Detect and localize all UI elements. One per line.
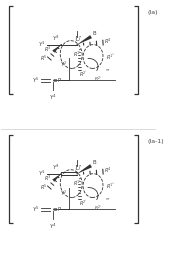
Text: $Y^2$: $Y^2$ — [60, 59, 67, 69]
Polygon shape — [77, 164, 92, 174]
Polygon shape — [52, 174, 61, 182]
Text: $R^{2'}$: $R^{2'}$ — [79, 198, 87, 208]
Text: $R^5$: $R^5$ — [40, 54, 47, 63]
Text: $R^3$: $R^3$ — [44, 45, 51, 54]
Text: $R^{1''}$: $R^{1''}$ — [106, 53, 115, 62]
Text: $R^{1''}$: $R^{1''}$ — [106, 182, 115, 191]
Text: $_{m}$-: $_{m}$- — [105, 67, 111, 74]
Text: $R^{2'}$: $R^{2'}$ — [79, 69, 87, 79]
Text: B: B — [92, 31, 96, 36]
Text: $R^4$: $R^4$ — [104, 37, 112, 46]
Text: U: U — [74, 164, 80, 172]
Text: $Y^1$: $Y^1$ — [37, 40, 45, 49]
Text: B: B — [92, 160, 96, 165]
Text: $Y^2$: $Y^2$ — [60, 189, 67, 198]
Text: $R^{2''}$: $R^{2''}$ — [94, 74, 103, 84]
Text: $Y^5$: $Y^5$ — [32, 205, 39, 214]
Text: $R^3$: $R^3$ — [44, 174, 51, 183]
Text: $Y^5$: $Y^5$ — [32, 76, 39, 85]
Text: $Y^4$: $Y^4$ — [49, 92, 57, 102]
Polygon shape — [52, 44, 61, 53]
Text: $Y^3$: $Y^3$ — [52, 33, 60, 43]
Text: $R^5$: $R^5$ — [40, 183, 47, 192]
Polygon shape — [77, 35, 92, 45]
Text: $\equiv$P: $\equiv$P — [51, 76, 63, 84]
Text: $R^4$: $R^4$ — [104, 166, 112, 175]
Text: $R^{1'}$: $R^{1'}$ — [73, 50, 82, 59]
Text: (Ia-1): (Ia-1) — [148, 139, 164, 144]
Text: $Y^1$: $Y^1$ — [37, 169, 45, 178]
Text: $R^{2''}$: $R^{2''}$ — [94, 204, 103, 213]
Text: $Y^3$: $Y^3$ — [52, 162, 60, 172]
Text: $Y^4$: $Y^4$ — [49, 221, 57, 231]
Text: U: U — [74, 35, 80, 43]
Text: $R^{1'}$: $R^{1'}$ — [73, 179, 82, 188]
Text: (Ia): (Ia) — [148, 10, 158, 15]
Text: $\equiv$P: $\equiv$P — [51, 205, 63, 213]
Text: $_{m}$-: $_{m}$- — [105, 196, 111, 203]
